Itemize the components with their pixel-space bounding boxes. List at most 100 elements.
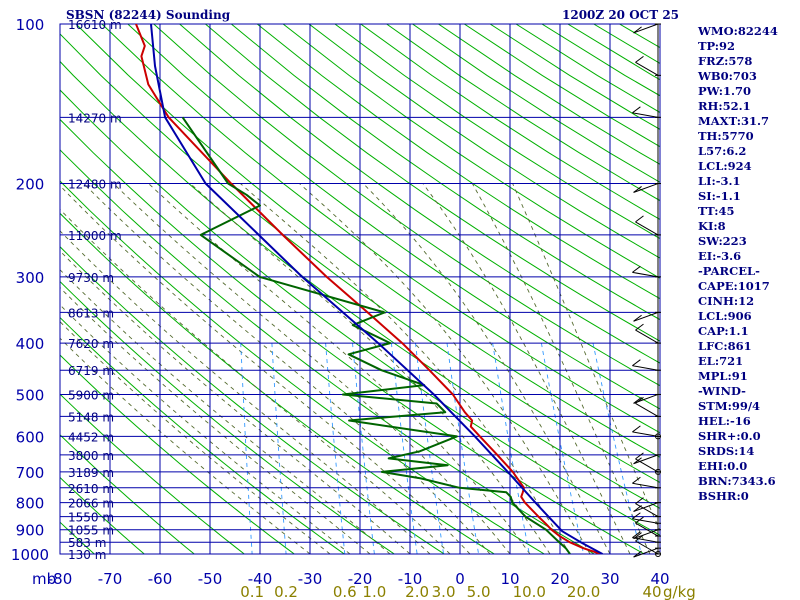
- wind-barb-feather: [635, 55, 644, 63]
- stat-item: CAPE:1017: [698, 279, 770, 293]
- wind-barb: [632, 271, 659, 278]
- stat-item: MPL:91: [698, 369, 748, 383]
- stat-item: WB0:703: [698, 69, 757, 83]
- wind-barb-feather: [633, 457, 642, 465]
- wind-barb: [633, 23, 659, 34]
- wind-barb: [632, 518, 659, 524]
- wind-barb: [632, 365, 659, 371]
- moist-adiabat: [83, 183, 491, 554]
- height-label: 2610 m: [68, 482, 114, 496]
- height-label: 3189 m: [68, 466, 114, 480]
- dewpoint-line: [181, 116, 571, 554]
- wind-barb-feather: [632, 425, 641, 433]
- stat-item: L57:6.2: [698, 144, 747, 158]
- pressure-tick-label: 100: [16, 16, 45, 34]
- height-label: 4452 m: [68, 430, 114, 444]
- pressure-tick-label: 300: [16, 269, 45, 287]
- wind-barb: [632, 431, 659, 437]
- mixing-ratio-label: 20.0: [567, 583, 600, 600]
- height-label: 7620 m: [68, 337, 114, 351]
- dry-adiabat: [60, 60, 660, 509]
- stat-item: SI:-1.1: [698, 189, 741, 203]
- mixing-ratio-label: 0.1: [240, 583, 264, 600]
- height-label: 2066 m: [68, 497, 114, 511]
- wind-barb: [635, 329, 659, 344]
- moist-adiabat: [240, 183, 571, 554]
- moist-adiabat: [471, 183, 651, 554]
- moist-adiabat: [362, 183, 611, 554]
- mixing-ratio-label: 1.0: [362, 583, 386, 600]
- temperature-tick-label: -20: [348, 570, 373, 588]
- stat-item: LFC:861: [698, 339, 752, 353]
- wind-barb-feather: [633, 532, 642, 540]
- dry-adiabat: [60, 246, 445, 554]
- stat-item: SRDS:14: [698, 444, 755, 458]
- mixing-ratio-label: 0.2: [274, 583, 298, 600]
- height-label: 6719 m: [68, 364, 114, 378]
- pressure-tick-label: 200: [16, 176, 45, 194]
- stat-item: FRZ:578: [698, 54, 753, 68]
- stat-item: TP:92: [698, 39, 736, 53]
- wind-barb: [632, 112, 659, 118]
- pressure-tick-label: 1000: [11, 546, 49, 564]
- temperature-tick-label: 40: [650, 570, 669, 588]
- height-label: 12480 m: [68, 178, 122, 192]
- stat-item: SHR+:0.0: [698, 429, 761, 443]
- stat-item: -PARCEL-: [698, 264, 760, 278]
- wind-barb: [633, 393, 659, 404]
- height-label: 8613 m: [68, 306, 114, 320]
- wind-barb: [632, 482, 659, 489]
- height-label: 5900 m: [68, 388, 114, 402]
- height-label: 1055 m: [68, 524, 114, 538]
- stat-item: TH:5770: [698, 129, 754, 143]
- height-label: 1550 m: [68, 511, 114, 525]
- pressure-tick-label: 900: [16, 522, 45, 540]
- stat-item: PW:1.70: [698, 84, 752, 98]
- mixing-ratio-label: 3.0: [432, 583, 456, 600]
- moist-adiabat: [189, 183, 551, 554]
- mixing-ratio-line: [325, 343, 346, 554]
- observation-time: 1200Z 20 OCT 25: [562, 8, 680, 22]
- stat-item: WMO:82244: [698, 24, 778, 38]
- wind-barb-feather: [633, 550, 642, 558]
- height-label: 130 m: [68, 548, 106, 562]
- stat-item: LCL:924: [698, 159, 752, 173]
- height-label: 11000 m: [68, 229, 122, 243]
- stat-item: SW:223: [698, 234, 747, 248]
- wind-barb: [635, 221, 659, 236]
- pressure-tick-label: 700: [16, 464, 45, 482]
- wind-barb: [635, 458, 659, 473]
- temperature-tick-label: 0: [455, 570, 465, 588]
- stat-item: LCL:906: [698, 309, 752, 323]
- height-label: 3800 m: [68, 449, 114, 463]
- wind-calm-marker: [655, 468, 661, 475]
- wind-barb: [635, 522, 659, 537]
- moist-adiabat: [60, 230, 431, 554]
- stat-item: RH:52.1: [698, 99, 751, 113]
- moist-adiabat: [60, 287, 371, 554]
- moist-adiabat: [60, 269, 391, 554]
- temperature-tick-label: -40: [248, 570, 273, 588]
- height-label: 16610 m: [68, 18, 122, 32]
- mixing-ratio-unit: g/kg: [663, 583, 696, 600]
- wind-barb: [633, 454, 659, 465]
- wind-barb-feather: [632, 476, 641, 484]
- stat-item: TT:45: [698, 204, 735, 218]
- pressure-axis-unit: mb: [32, 570, 56, 588]
- stat-item: HEL:-16: [698, 414, 751, 428]
- pressure-tick-label: 600: [16, 428, 45, 446]
- mixing-ratio-line: [271, 343, 287, 554]
- temperature-tick-label: -80: [48, 570, 73, 588]
- height-label: 5148 m: [68, 410, 114, 424]
- wind-barb: [635, 503, 659, 518]
- stat-item: MAXT:31.7: [698, 114, 769, 128]
- wind-calm-marker: [655, 551, 661, 557]
- mixing-ratio-line: [352, 343, 375, 554]
- height-label: 9730 m: [68, 271, 114, 285]
- temperature-tick-label: -10: [398, 570, 423, 588]
- wind-barb-feather: [632, 265, 641, 273]
- wind-barb-feather: [633, 26, 642, 34]
- moist-adiabat: [113, 183, 511, 554]
- wind-barb-feather: [633, 186, 642, 193]
- wind-barb-feather: [635, 497, 644, 504]
